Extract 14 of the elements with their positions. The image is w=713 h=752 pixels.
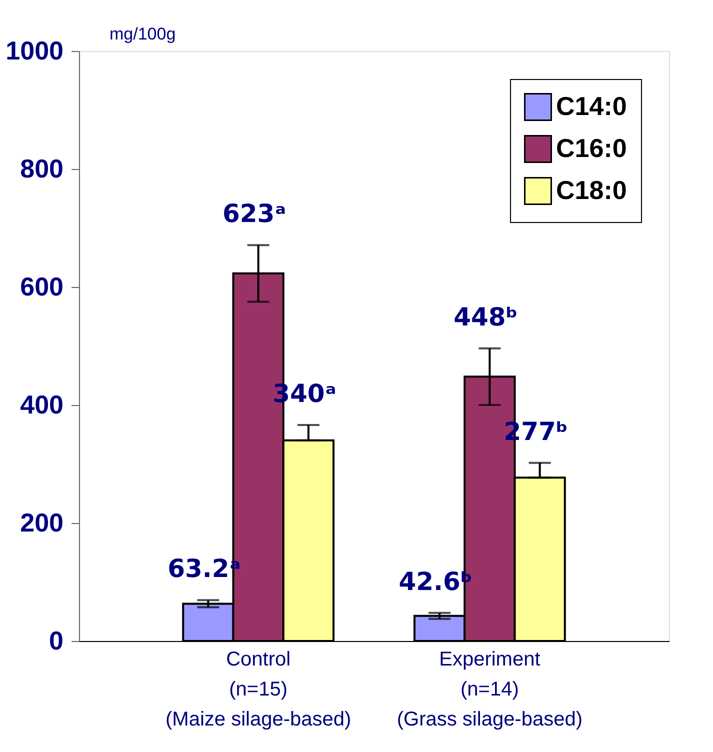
legend-label: C18:0: [556, 175, 627, 205]
y-tick-label: 600: [20, 272, 64, 302]
y-tick-label: 400: [20, 390, 64, 420]
legend-label: C16:0: [556, 133, 627, 163]
legend-label: C14:0: [556, 91, 627, 121]
data-label: 448ᵇ: [454, 302, 518, 332]
x-tick-label: Experiment (n=14) (Grass silage-based): [396, 648, 582, 730]
y-tick-label: 200: [20, 508, 64, 538]
y-tick-label: 1000: [6, 36, 64, 66]
y-tick-label: 0: [49, 626, 64, 656]
x-tick-label: Control (n=15) (Maize silage-based): [165, 648, 352, 730]
y-axis-title: mg/100g: [110, 24, 176, 44]
data-label: 623ᵃ: [222, 199, 286, 228]
y-tick-label: 800: [20, 154, 64, 184]
